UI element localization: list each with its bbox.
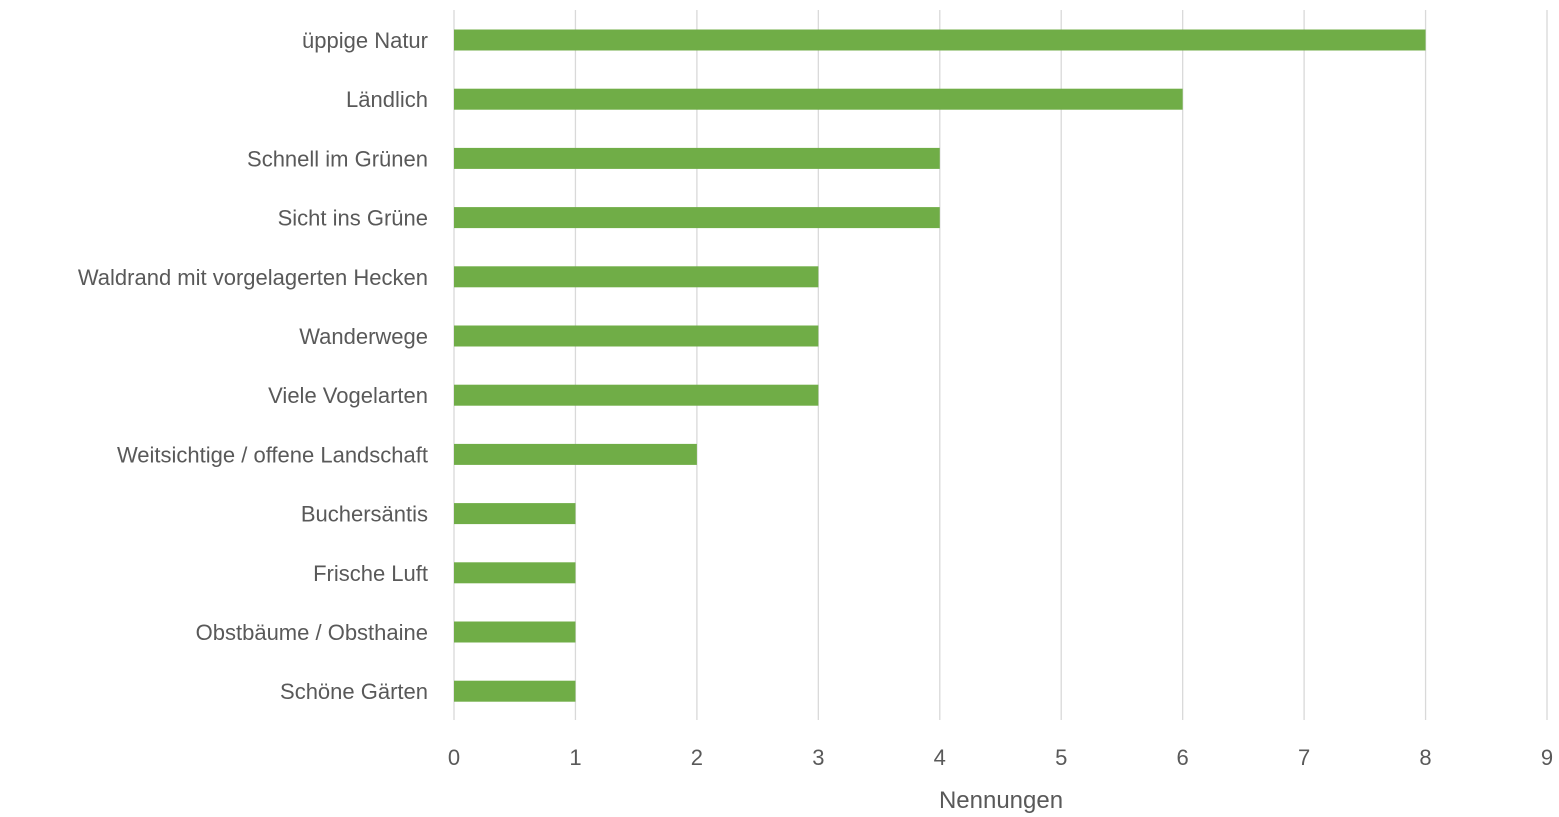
bar bbox=[454, 88, 1183, 110]
bar bbox=[454, 384, 819, 406]
bars bbox=[454, 29, 1426, 702]
bar bbox=[454, 266, 819, 288]
category-label: Viele Vogelarten bbox=[268, 383, 428, 408]
bar bbox=[454, 562, 576, 584]
x-tick-label: 7 bbox=[1298, 745, 1310, 770]
category-labels: üppige Natur Ländlich Schnell im Grünen Sic… bbox=[78, 28, 428, 704]
gridlines bbox=[453, 10, 1548, 720]
x-tick-label: 8 bbox=[1419, 745, 1431, 770]
bar bbox=[454, 325, 819, 347]
bar bbox=[454, 147, 940, 169]
x-tick-label: 2 bbox=[691, 745, 703, 770]
category-label: Waldrand mit vorgelagerten Hecken bbox=[78, 265, 428, 290]
x-tick-label: 6 bbox=[1177, 745, 1189, 770]
x-tick-label: 5 bbox=[1055, 745, 1067, 770]
category-label: Ländlich bbox=[346, 87, 428, 112]
x-tick-label: 0 bbox=[448, 745, 460, 770]
category-label: Sicht ins Grüne bbox=[278, 206, 428, 231]
category-label: üppige Natur bbox=[302, 28, 428, 53]
bar bbox=[454, 207, 940, 229]
bar bbox=[454, 621, 576, 643]
category-label: Schöne Gärten bbox=[280, 679, 428, 704]
category-label: Frische Luft bbox=[313, 561, 428, 586]
category-label: Weitsichtige / offene Landschaft bbox=[117, 442, 428, 467]
category-label: Schnell im Grünen bbox=[247, 146, 428, 171]
x-tick-label: 1 bbox=[569, 745, 581, 770]
bar bbox=[454, 503, 576, 525]
category-label: Obstbäume / Obsthaine bbox=[196, 620, 428, 645]
category-label: Buchersäntis bbox=[301, 502, 428, 527]
x-tick-label: 3 bbox=[812, 745, 824, 770]
x-tick-label: 9 bbox=[1541, 745, 1553, 770]
bar bbox=[454, 29, 1426, 51]
category-label: Wanderwege bbox=[299, 324, 428, 349]
bar bbox=[454, 680, 576, 702]
bar bbox=[454, 443, 697, 465]
x-tick-labels: 0 1 2 3 4 5 6 7 8 9 bbox=[448, 745, 1553, 770]
x-tick-label: 4 bbox=[934, 745, 946, 770]
x-axis-title: Nennungen bbox=[939, 787, 1063, 814]
